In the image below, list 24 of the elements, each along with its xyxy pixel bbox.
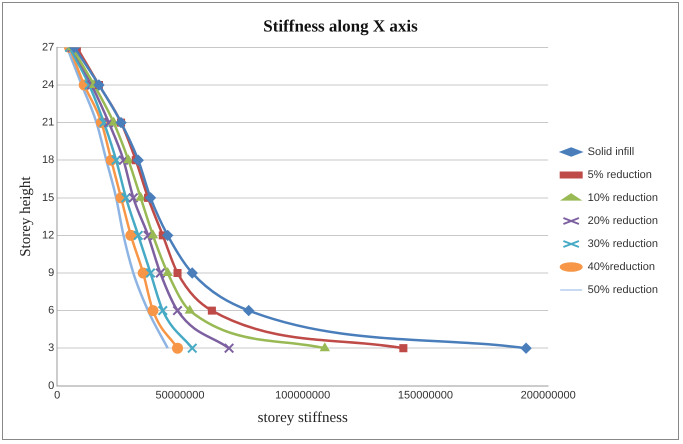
x-tick-label: 150000000 <box>398 389 453 402</box>
y-tick-label: 0 <box>48 380 54 392</box>
y-tick-label: 15 <box>42 192 54 204</box>
y-tick-label: 6 <box>48 304 54 317</box>
legend-label: 40%reduction <box>588 261 655 274</box>
legend-label: 30% reduction <box>588 238 658 250</box>
x-axis-title: storey stiffness <box>258 410 348 426</box>
legend-label: 20% reduction <box>588 215 658 228</box>
y-tick-label: 3 <box>48 342 54 354</box>
legend-label: 5% reduction <box>588 169 652 182</box>
legend-label: Solid infill <box>588 146 634 158</box>
legend-label: 50% reduction <box>588 284 658 296</box>
y-tick-label: 24 <box>42 79 54 92</box>
y-tick-label: 27 <box>42 41 54 54</box>
chart-title: Stiffness along X axis <box>263 16 418 36</box>
y-axis-title: Storey height <box>18 176 34 257</box>
y-tick-label: 18 <box>42 154 54 166</box>
y-tick-label: 9 <box>48 267 54 280</box>
y-tick-label: 12 <box>42 229 54 242</box>
x-tick-label: 100000000 <box>275 389 330 402</box>
y-tick-label: 21 <box>42 116 54 129</box>
legend-label: 10% reduction <box>588 192 658 204</box>
x-tick-label: 50000000 <box>155 389 204 402</box>
x-tick-label: 200000000 <box>520 389 576 402</box>
